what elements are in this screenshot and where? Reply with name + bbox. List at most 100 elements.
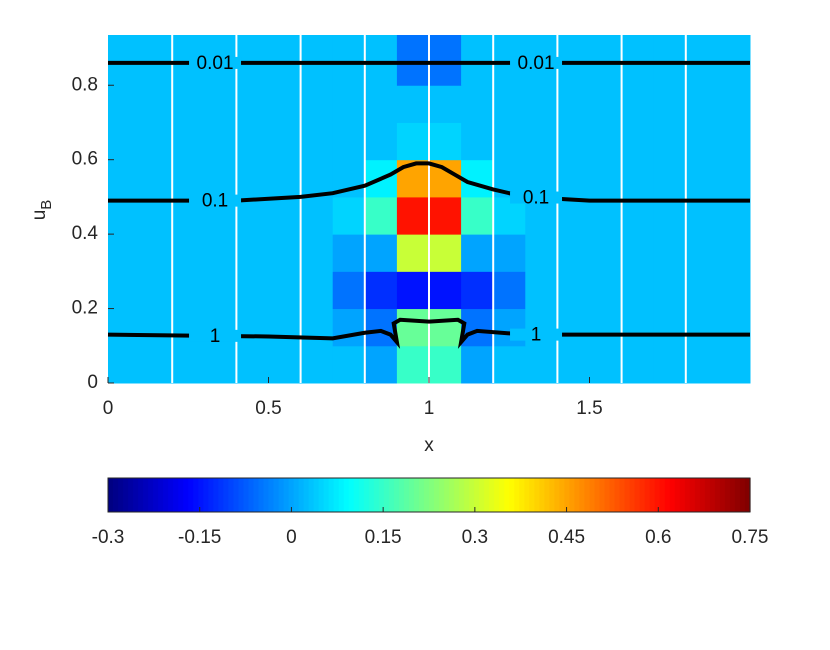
colorbar-segment bbox=[624, 478, 631, 512]
colorbar-segment bbox=[193, 478, 199, 512]
colorbar-segment bbox=[413, 478, 420, 512]
heat-cell bbox=[108, 122, 141, 161]
colorbar-segment bbox=[524, 478, 530, 512]
colorbar-segment bbox=[143, 478, 149, 512]
colorbar-segment bbox=[423, 478, 430, 512]
colorbar-segment bbox=[514, 478, 520, 512]
heat-cell bbox=[332, 85, 366, 123]
colorbar-segment bbox=[714, 478, 721, 512]
heat-cell bbox=[493, 308, 526, 347]
heat-cell bbox=[332, 234, 366, 272]
colorbar-segment bbox=[358, 478, 365, 512]
heat-cell bbox=[653, 196, 687, 235]
heat-cell bbox=[589, 122, 623, 161]
heat-cell bbox=[653, 234, 687, 272]
heat-cell bbox=[653, 345, 687, 384]
heat-cell bbox=[140, 196, 173, 235]
colorbar-segment bbox=[434, 478, 440, 512]
heat-cell bbox=[140, 159, 173, 198]
colorbar-segment bbox=[173, 478, 179, 512]
heat-cell bbox=[268, 35, 302, 86]
heat-cell bbox=[236, 345, 269, 384]
heat-cell bbox=[717, 234, 751, 272]
heat-cell bbox=[589, 271, 623, 310]
heat-cell bbox=[236, 234, 269, 272]
colorbar-segment bbox=[544, 478, 550, 512]
heat-cell bbox=[172, 159, 205, 198]
heat-cell bbox=[557, 271, 590, 310]
heat-cell bbox=[685, 35, 719, 86]
colorbar-segment bbox=[373, 478, 380, 512]
x-tick-label: 0.5 bbox=[255, 398, 281, 419]
colorbar-tick-label: 0.15 bbox=[365, 527, 402, 548]
heat-cell bbox=[621, 234, 655, 272]
heat-cell bbox=[396, 271, 430, 310]
heat-cell bbox=[172, 345, 205, 384]
colorbar-segment bbox=[669, 478, 676, 512]
colorbar-segment bbox=[238, 478, 245, 512]
heat-cell bbox=[300, 234, 334, 272]
heat-cell bbox=[717, 35, 751, 86]
colorbar-segment bbox=[679, 478, 686, 512]
colorbar-segment bbox=[704, 478, 711, 512]
heat-cell bbox=[429, 85, 462, 123]
colorbar-segment bbox=[654, 478, 661, 512]
contour-label-gap bbox=[189, 329, 242, 342]
heat-cell bbox=[108, 35, 141, 86]
colorbar-segment bbox=[168, 478, 174, 512]
heat-cell bbox=[461, 159, 494, 198]
heat-cell bbox=[108, 271, 141, 310]
heat-cell bbox=[140, 345, 173, 384]
colorbar-segment bbox=[614, 478, 621, 512]
heat-cell bbox=[461, 196, 494, 235]
heat-cell bbox=[653, 308, 687, 347]
colorbar-segment bbox=[258, 478, 265, 512]
heat-cell bbox=[204, 85, 237, 123]
x-axis-label: x bbox=[424, 435, 434, 456]
colorbar-segment bbox=[338, 478, 345, 512]
heat-cell bbox=[140, 271, 173, 310]
heat-cell bbox=[461, 35, 494, 86]
heat-cell bbox=[172, 271, 205, 310]
colorbar-segment bbox=[233, 478, 240, 512]
colorbar-segment bbox=[644, 478, 651, 512]
heat-cell bbox=[525, 122, 558, 161]
colorbar-segment bbox=[594, 478, 601, 512]
colorbar-segment bbox=[343, 478, 350, 512]
colorbar-segment bbox=[303, 478, 310, 512]
heat-cell bbox=[268, 122, 302, 161]
colorbar-segment bbox=[694, 478, 701, 512]
heat-cell bbox=[685, 159, 719, 198]
colorbar-segment bbox=[263, 478, 270, 512]
colorbar-segment bbox=[408, 478, 415, 512]
heat-cell bbox=[493, 345, 526, 384]
colorbar-segment bbox=[549, 478, 555, 512]
colorbar-segment bbox=[729, 478, 736, 512]
heat-cell bbox=[621, 159, 655, 198]
heat-cell bbox=[364, 122, 398, 161]
colorbar-segment bbox=[163, 478, 169, 512]
heat-cell bbox=[429, 196, 462, 235]
heat-cell bbox=[396, 308, 430, 347]
heat-cell bbox=[525, 159, 558, 198]
heat-cell bbox=[717, 122, 751, 161]
colorbar-segment bbox=[634, 478, 641, 512]
colorbar-segment bbox=[464, 478, 470, 512]
y-tick-label: 0.2 bbox=[72, 298, 98, 319]
heat-cell bbox=[461, 308, 494, 347]
colorbar-segment bbox=[449, 478, 455, 512]
heat-cell bbox=[589, 234, 623, 272]
colorbar-segment bbox=[213, 478, 219, 512]
colorbar-segment bbox=[569, 478, 576, 512]
colorbar-segment bbox=[398, 478, 405, 512]
heat-cell bbox=[589, 35, 623, 86]
colorbar-segment bbox=[108, 478, 114, 512]
colorbar-segment bbox=[323, 478, 330, 512]
contour-label-gap bbox=[510, 191, 563, 204]
heat-cell bbox=[717, 159, 751, 198]
heat-cell bbox=[268, 85, 302, 123]
heat-cell bbox=[268, 196, 302, 235]
colorbar-segment bbox=[674, 478, 681, 512]
colorbar-frame bbox=[107, 477, 751, 513]
